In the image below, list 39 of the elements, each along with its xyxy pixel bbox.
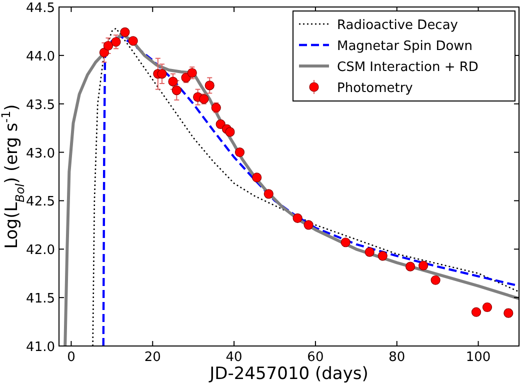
x-tick-label: 60	[307, 350, 324, 365]
y-tick-label: 43.0	[26, 146, 55, 162]
y-tick-label: 44.0	[26, 49, 55, 64]
legend-label: Radioactive Decay	[337, 18, 458, 33]
legend-label: Magnetar Spin Down	[337, 39, 473, 54]
point	[406, 262, 416, 272]
point	[364, 247, 374, 257]
point	[157, 69, 167, 79]
point	[252, 172, 262, 182]
point	[111, 37, 121, 47]
legend-label: Photometry	[337, 81, 414, 96]
legend-label: CSM Interaction + RD	[337, 60, 478, 75]
x-axis-title: JD-2457010 (days)	[208, 364, 368, 383]
point	[418, 260, 428, 270]
point	[204, 80, 214, 90]
x-tick-label: 80	[388, 350, 406, 365]
point	[128, 36, 138, 46]
x-tick-label: 40	[226, 350, 242, 365]
x-tick-label: 20	[144, 350, 161, 365]
point	[120, 27, 130, 37]
x-tick-label: 100	[466, 350, 491, 365]
point	[292, 213, 302, 223]
point	[103, 40, 114, 51]
y-tick-label: 42.5	[26, 194, 55, 210]
point	[264, 189, 274, 199]
point	[430, 275, 440, 285]
y-tick-label: 41.5	[26, 292, 55, 307]
point	[340, 238, 350, 248]
point	[304, 220, 314, 230]
x-tick-label: 0	[67, 350, 76, 365]
point	[172, 85, 182, 96]
point	[471, 307, 482, 317]
y-tick-label: 42.0	[26, 243, 55, 258]
point	[234, 147, 245, 158]
y-tick-label: 44.5	[26, 1, 55, 16]
point	[378, 251, 388, 261]
point	[99, 48, 109, 58]
y-tick-label: 41.0	[26, 340, 55, 355]
y-tick-label: 43.5	[26, 98, 55, 113]
